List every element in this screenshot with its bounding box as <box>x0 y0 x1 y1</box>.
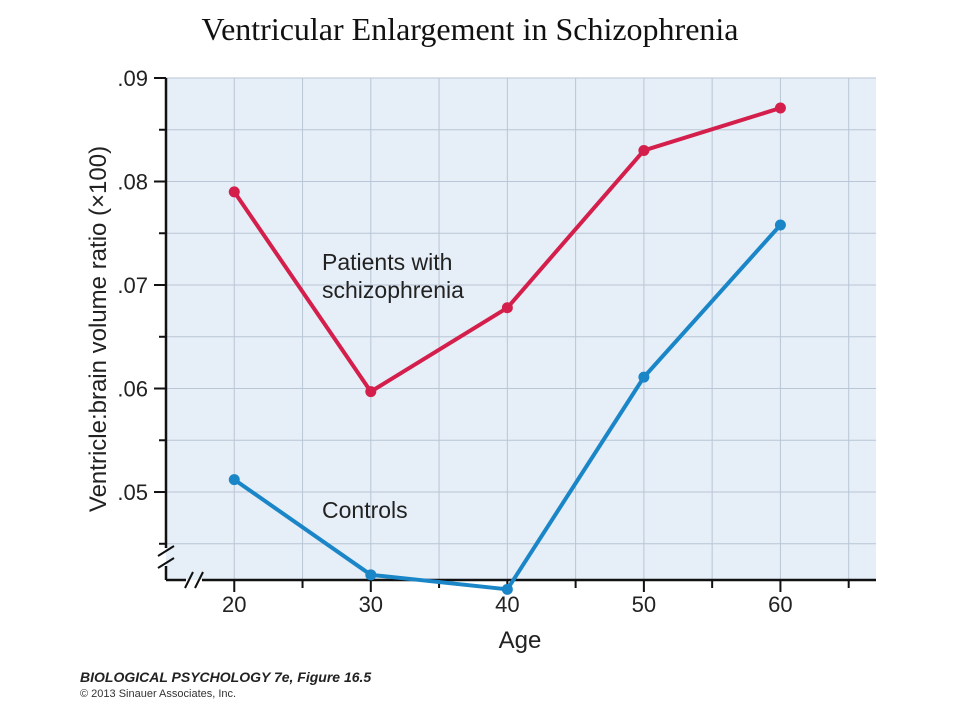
x-tick-label: 50 <box>632 592 656 617</box>
data-point-patients <box>228 186 240 198</box>
y-axis-break-mark <box>157 557 175 569</box>
data-point-controls <box>501 583 513 595</box>
series-labels: Patients with schizophrenia Controls <box>322 249 464 523</box>
x-tick-label: 20 <box>222 592 246 617</box>
series-label-line: Controls <box>322 497 408 523</box>
footer-copyright: © 2013 Sinauer Associates, Inc. <box>80 688 236 700</box>
y-axis-break-mark <box>157 545 175 557</box>
y-tick-label: .07 <box>117 273 148 298</box>
data-point-patients <box>501 302 513 314</box>
data-point-controls <box>774 219 786 231</box>
series <box>228 102 786 595</box>
x-tick-label: 60 <box>768 592 792 617</box>
data-point-patients <box>365 386 377 398</box>
data-point-patients <box>638 144 650 156</box>
chart-title: Ventricular Enlargement in Schizophrenia <box>202 11 739 47</box>
series-label-line: Patients with <box>322 249 452 275</box>
y-tick-label: .09 <box>117 66 148 91</box>
footer-title: BIOLOGICAL PSYCHOLOGY 7e, Figure 16.5 <box>80 669 371 685</box>
x-axis-break-mark <box>194 571 204 589</box>
data-point-controls <box>638 371 650 383</box>
y-tick-label: .06 <box>117 377 148 402</box>
series-label-controls: Controls <box>322 497 408 523</box>
y-tick-label: .05 <box>117 480 148 505</box>
grid <box>166 77 876 580</box>
series-label-line: schizophrenia <box>322 277 464 303</box>
data-point-controls <box>365 569 377 581</box>
data-point-patients <box>774 102 786 114</box>
y-axis-title: Ventricle:brain volume ratio (×100) <box>85 146 112 512</box>
x-tick-label: 40 <box>495 592 519 617</box>
data-point-controls <box>228 474 240 486</box>
x-tick-label: 30 <box>359 592 383 617</box>
series-label-patients: Patients with schizophrenia <box>322 249 464 303</box>
y-tick-label: .08 <box>117 170 148 195</box>
axes: .05 .06 .07 .08 .09 20 30 40 50 60 <box>117 66 876 617</box>
x-axis-title: Age <box>499 627 542 654</box>
plot-background <box>166 78 876 580</box>
x-axis-break-mark <box>184 571 194 589</box>
